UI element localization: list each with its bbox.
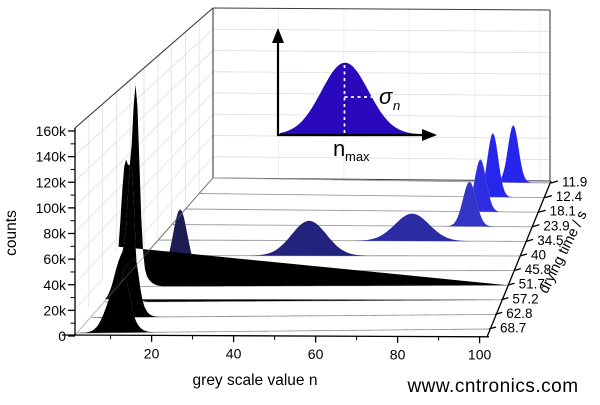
z-axis-tick [544, 194, 552, 199]
z-axis-tick-label: 23.9 [543, 218, 569, 233]
x-axis-tick-label: 20 [144, 345, 160, 361]
y-axis-tick-label: 40k [43, 277, 67, 293]
z-axis-tick [513, 267, 521, 272]
z-axis-tick-label: 34.5 [537, 233, 563, 248]
z-axis-tick [526, 238, 534, 243]
z-axis-tick [519, 253, 528, 257]
x-axis-tick-label: 40 [226, 346, 242, 362]
z-axis-tick [550, 180, 559, 184]
y-axis-title: counts [3, 210, 20, 256]
y-axis-tick-label: 80k [43, 226, 67, 242]
z-axis-tick [532, 224, 540, 228]
x-axis-tick-label: 100 [468, 347, 492, 363]
inset-sigma-label-subscript: n [393, 98, 400, 113]
y-axis-tick-label: 140k [36, 149, 67, 165]
series-curve-51.7 [118, 84, 508, 287]
watermark: www.cntronics.com [406, 376, 578, 397]
z-axis-tick-label: 45.8 [525, 262, 551, 277]
back-wall-grid-line [212, 28, 551, 32]
z-axis-tick-label: 62.8 [506, 306, 532, 321]
inset-gaussian-sketch: σ nn max [272, 28, 437, 164]
x-axis-tick-label: 80 [390, 346, 406, 362]
left-wall-grid-line [74, 135, 214, 285]
z-axis-tick [488, 326, 497, 330]
z-axis-tick-label: 57.2 [512, 291, 538, 306]
series-curve-11.9 [213, 125, 551, 183]
inset-nmax-label-subscript: max [345, 149, 370, 164]
floor-left-edge-line [74, 177, 214, 336]
y-axis-tick-label: 20k [43, 302, 67, 318]
z-axis-tick-label: 68.7 [500, 321, 526, 336]
left-wall-grid-line [74, 92, 214, 233]
z-axis-tick-label: 12.4 [556, 189, 583, 204]
inset-gaussian-curve [280, 62, 418, 135]
inset-x-arrowhead [422, 129, 437, 141]
y-axis-tick-label: 60k [43, 251, 67, 267]
back-wall-grid-line [212, 71, 551, 75]
z-axis-tick [495, 311, 503, 316]
z-axis-line [486, 180, 552, 338]
inset-sigma-label: σ [379, 84, 393, 109]
z-axis-tick-label: 51.7 [519, 277, 545, 292]
box-edge-back-top [212, 7, 551, 11]
box-edge-left-top [74, 7, 214, 129]
y-axis-tick-label: 120k [36, 174, 67, 190]
series-curve-34.5 [159, 213, 527, 242]
back-wall-grid-line [212, 50, 551, 54]
series-occluder-62.8 [74, 257, 496, 339]
x-axis-title: grey scale value n [193, 372, 318, 389]
left-wall-grid-line [74, 28, 214, 156]
axes [61, 128, 559, 344]
series-baseline-23.9 [172, 224, 533, 228]
x-axis-line [61, 334, 490, 338]
left-wall-grid-line [74, 113, 214, 259]
inset-y-arrowhead [272, 28, 284, 43]
x-axis-tick-label: 60 [308, 346, 324, 362]
left-wall-grid-line [74, 50, 214, 182]
z-axis-tick-label: 40 [531, 248, 546, 263]
z-axis-tick [507, 282, 515, 286]
z-axis-tick-label: 11.9 [562, 175, 587, 190]
left-wall-grid-line [74, 156, 214, 310]
z-axis-tick [538, 209, 546, 213]
left-wall-grid-line [74, 71, 214, 208]
z-axis-tick-label: 18.1 [550, 204, 576, 219]
back-wall-grid-line [212, 92, 551, 96]
z-axis-tick [501, 297, 509, 301]
y-axis-tick-label: 100k [36, 200, 67, 216]
inset-nmax-label: n [333, 136, 345, 161]
series-curve-40 [145, 220, 520, 256]
waterfall-series [74, 84, 552, 339]
y-axis-tick-label: 0 [58, 328, 66, 344]
y-axis-tick-label: 160k [36, 123, 67, 139]
